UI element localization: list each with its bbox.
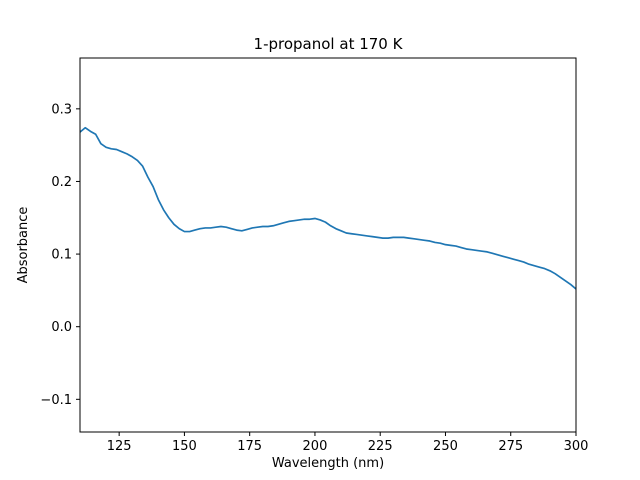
- y-tick-label: 0.0: [51, 320, 72, 335]
- x-tick-label: 250: [433, 439, 458, 454]
- x-tick-label: 150: [172, 439, 197, 454]
- x-tick-label: 200: [303, 439, 328, 454]
- x-axis-label: Wavelength (nm): [272, 456, 384, 471]
- y-tick-label: 0.3: [51, 102, 72, 117]
- x-axis: 125 150 175 200 225 250 275 300: [107, 432, 589, 454]
- x-tick-label: 300: [564, 439, 589, 454]
- y-axis-label: Absorbance: [16, 207, 31, 284]
- chart-title: 1-propanol at 170 K: [254, 35, 404, 53]
- x-tick-label: 275: [498, 439, 523, 454]
- plot-frame: [79, 57, 577, 433]
- x-tick-label: 175: [237, 439, 262, 454]
- y-tick-label: −0.1: [40, 393, 72, 408]
- y-tick-label: 0.2: [51, 175, 72, 190]
- plot-area: [79, 57, 577, 433]
- x-tick-label: 125: [107, 439, 132, 454]
- absorbance-series-line: [80, 126, 576, 290]
- x-tick-label: 225: [368, 439, 393, 454]
- y-tick-label: 0.1: [51, 248, 72, 263]
- y-axis: −0.1 0.0 0.1 0.2 0.3: [40, 102, 80, 408]
